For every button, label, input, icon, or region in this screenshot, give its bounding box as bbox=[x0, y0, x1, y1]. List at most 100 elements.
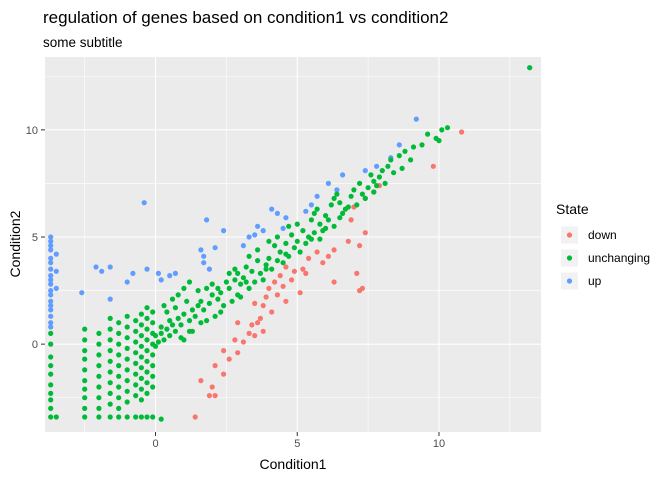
point-unchanging bbox=[263, 262, 269, 268]
point-unchanging bbox=[226, 285, 232, 291]
point-unchanging bbox=[382, 180, 388, 186]
point-up bbox=[48, 320, 54, 326]
point-unchanging bbox=[124, 414, 130, 420]
point-unchanging bbox=[107, 369, 113, 375]
point-unchanging bbox=[181, 311, 187, 317]
point-unchanging bbox=[138, 365, 144, 371]
point-unchanging bbox=[195, 288, 201, 294]
point-down bbox=[249, 322, 255, 328]
point-down bbox=[221, 348, 227, 354]
point-unchanging bbox=[150, 414, 156, 420]
point-up bbox=[246, 234, 252, 240]
point-unchanging bbox=[189, 307, 195, 313]
point-unchanging bbox=[277, 249, 283, 255]
point-unchanging bbox=[289, 232, 295, 238]
point-unchanging bbox=[246, 253, 252, 259]
point-unchanging bbox=[215, 296, 221, 302]
point-up bbox=[124, 279, 130, 285]
point-unchanging bbox=[201, 307, 207, 313]
point-unchanging bbox=[328, 202, 334, 208]
point-unchanging bbox=[48, 382, 54, 388]
point-unchanging bbox=[172, 328, 178, 334]
point-unchanging bbox=[138, 397, 144, 403]
point-unchanging bbox=[124, 345, 130, 351]
point-down bbox=[212, 363, 218, 369]
point-unchanging bbox=[223, 279, 229, 285]
point-unchanging bbox=[82, 395, 88, 401]
series-down bbox=[192, 129, 465, 420]
point-unchanging bbox=[96, 341, 102, 347]
point-unchanging bbox=[150, 341, 156, 347]
point-up bbox=[325, 180, 331, 186]
point-unchanging bbox=[150, 330, 156, 336]
point-unchanging bbox=[124, 388, 130, 394]
legend-swatch bbox=[566, 232, 573, 238]
point-up bbox=[280, 225, 286, 231]
point-up bbox=[255, 223, 261, 229]
point-up bbox=[48, 247, 54, 253]
point-unchanging bbox=[357, 180, 363, 186]
point-unchanging bbox=[133, 350, 139, 356]
point-down bbox=[240, 339, 246, 345]
point-down bbox=[306, 255, 312, 261]
point-down bbox=[291, 268, 297, 274]
point-unchanging bbox=[172, 305, 178, 311]
point-unchanging bbox=[345, 204, 351, 210]
point-down bbox=[348, 217, 354, 223]
point-unchanging bbox=[144, 358, 150, 364]
point-unchanging bbox=[232, 266, 238, 272]
point-up bbox=[48, 255, 54, 261]
point-unchanging bbox=[144, 348, 150, 354]
point-unchanging bbox=[331, 223, 337, 229]
legend-label: unchanging bbox=[588, 251, 650, 265]
point-unchanging bbox=[249, 268, 255, 274]
point-unchanging bbox=[144, 305, 150, 311]
point-unchanging bbox=[116, 405, 122, 411]
point-unchanging bbox=[198, 320, 204, 326]
point-unchanging bbox=[272, 243, 278, 249]
point-unchanging bbox=[107, 348, 113, 354]
point-up bbox=[240, 243, 246, 249]
point-up bbox=[48, 292, 54, 298]
point-down bbox=[459, 129, 465, 135]
point-up bbox=[48, 298, 54, 304]
point-up bbox=[53, 268, 59, 274]
point-down bbox=[303, 270, 309, 276]
point-unchanging bbox=[266, 255, 272, 261]
point-unchanging bbox=[133, 414, 139, 420]
point-up bbox=[158, 277, 164, 283]
point-unchanging bbox=[107, 337, 113, 343]
point-unchanging bbox=[354, 202, 360, 208]
point-unchanging bbox=[221, 303, 227, 309]
point-down bbox=[331, 247, 337, 253]
point-unchanging bbox=[138, 414, 144, 420]
point-up bbox=[314, 193, 320, 199]
point-unchanging bbox=[124, 313, 130, 319]
point-unchanging bbox=[116, 373, 122, 379]
point-unchanging bbox=[155, 339, 161, 345]
point-up bbox=[48, 266, 54, 272]
point-up bbox=[340, 172, 346, 178]
point-unchanging bbox=[351, 187, 357, 193]
point-up bbox=[48, 288, 54, 294]
chart-title: regulation of genes based on condition1 … bbox=[43, 8, 448, 27]
point-unchanging bbox=[133, 360, 139, 366]
point-down bbox=[272, 279, 278, 285]
point-unchanging bbox=[158, 330, 164, 336]
point-unchanging bbox=[229, 298, 235, 304]
point-down bbox=[246, 330, 252, 336]
point-unchanging bbox=[96, 405, 102, 411]
point-unchanging bbox=[150, 320, 156, 326]
point-unchanging bbox=[107, 315, 113, 321]
point-unchanging bbox=[212, 313, 218, 319]
point-unchanging bbox=[116, 395, 122, 401]
point-unchanging bbox=[209, 292, 215, 298]
point-down bbox=[232, 337, 238, 343]
point-unchanging bbox=[124, 324, 130, 330]
point-unchanging bbox=[260, 277, 266, 283]
point-down bbox=[198, 378, 204, 384]
point-unchanging bbox=[144, 380, 150, 386]
point-unchanging bbox=[96, 363, 102, 369]
point-down bbox=[357, 243, 363, 249]
